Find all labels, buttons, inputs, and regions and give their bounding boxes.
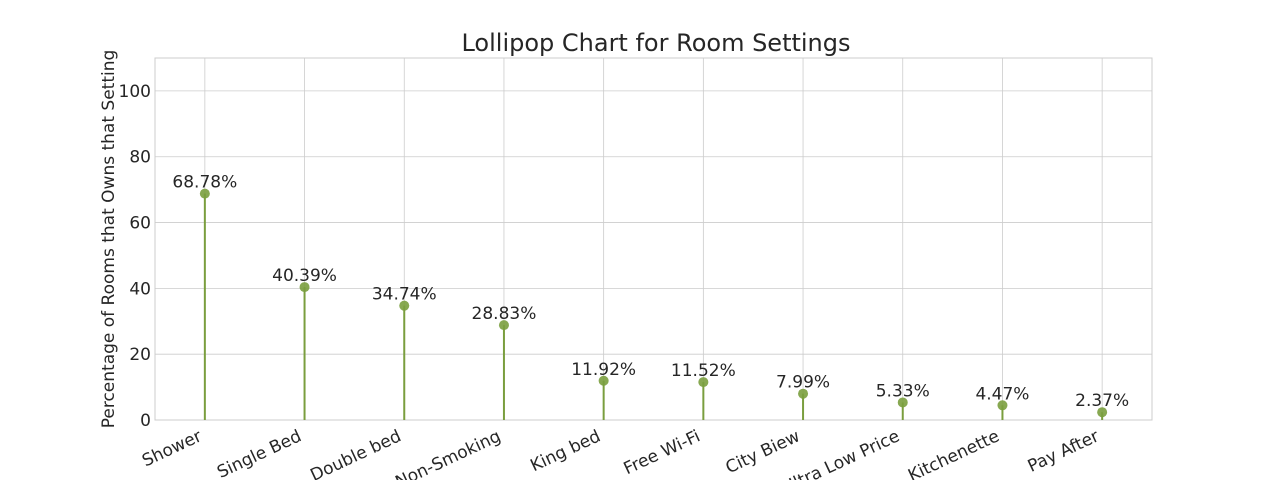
y-tick-label: 60 bbox=[129, 214, 151, 234]
lollipop-dot bbox=[598, 375, 609, 386]
x-tick-label: City Biew bbox=[723, 426, 804, 478]
lollipop-dot bbox=[798, 388, 809, 399]
data-label: 11.92% bbox=[571, 360, 636, 380]
data-label: 7.99% bbox=[776, 373, 830, 393]
chart-title: Lollipop Chart for Room Settings bbox=[461, 29, 850, 57]
x-tick-label: Pay After bbox=[1025, 426, 1103, 476]
lollipop-dot bbox=[199, 188, 210, 199]
data-label: 2.37% bbox=[1075, 391, 1129, 411]
y-tick-label: 100 bbox=[119, 82, 151, 102]
grid-layer bbox=[155, 58, 1152, 421]
data-label: 68.78% bbox=[172, 173, 237, 193]
data-label: 34.74% bbox=[372, 285, 437, 305]
y-axis-label: Percentage of Rooms that Owns that Setti… bbox=[99, 50, 119, 429]
lollipop-dot bbox=[997, 400, 1008, 411]
data-label: 4.47% bbox=[975, 384, 1029, 404]
y-tick-label: 0 bbox=[140, 411, 151, 431]
y-tick-labels: 0 20 40 60 80 100 bbox=[119, 82, 151, 431]
lollipop-dot bbox=[698, 377, 709, 388]
plot-frame bbox=[154, 57, 1153, 421]
x-tick-label: Kitchenette bbox=[905, 426, 1002, 480]
x-tick-label: Free Wi-Fi bbox=[621, 426, 704, 479]
y-tick-label: 20 bbox=[129, 345, 151, 365]
data-label: 5.33% bbox=[876, 381, 930, 401]
lollipop-dot bbox=[897, 397, 908, 408]
lollipop-dot bbox=[498, 320, 509, 331]
data-label: 11.52% bbox=[671, 361, 736, 381]
x-tick-label: King bed bbox=[527, 426, 603, 476]
data-label: 40.39% bbox=[272, 266, 337, 286]
y-tick-label: 40 bbox=[129, 279, 151, 299]
x-tick-label: Shower bbox=[139, 426, 205, 471]
lollipop-dot bbox=[1097, 407, 1108, 418]
x-tick-label: Double bed bbox=[307, 426, 404, 480]
marks-layer: 68.78% 40.39% 34.74% 28.83% 11.92% 11.52% 7.99… bbox=[172, 173, 1129, 420]
lollipop-dot bbox=[399, 300, 410, 311]
x-tick-label: Single Bed bbox=[214, 426, 305, 480]
lollipop-dot bbox=[299, 282, 310, 293]
x-tick-label: Non-Smoking bbox=[392, 426, 504, 480]
data-label: 28.83% bbox=[472, 304, 537, 324]
y-tick-label: 80 bbox=[129, 148, 151, 168]
